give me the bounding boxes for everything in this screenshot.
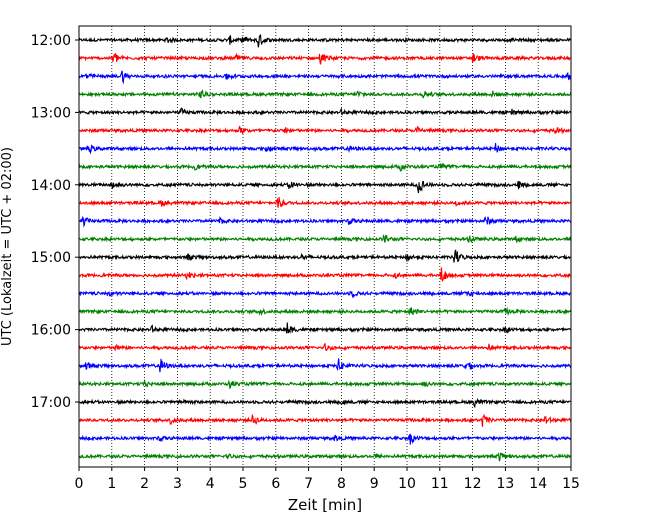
y-tick-label: 16:00 [31,323,71,339]
y-axis-ticks: 12:00 13:00 14:00 15:00 16:00 17:00 [31,33,79,411]
x-axis-label: Zeit [min] [288,496,362,514]
trace-line [78,142,572,155]
x-tick-label: 8 [337,476,346,492]
trace-line [78,107,572,116]
x-tick-label: 14 [529,476,547,492]
trace-line [78,52,572,66]
trace-line [78,215,572,228]
trace-line [78,451,572,462]
x-tick-label: 7 [304,476,313,492]
y-tick-label: 12:00 [31,33,71,49]
trace-line [78,234,572,244]
y-tick-label: 13:00 [31,105,71,121]
plot-frame [78,25,572,468]
trace-line [78,322,572,335]
x-tick-label: 0 [75,476,84,492]
x-tick-label: 11 [431,476,449,492]
x-tick-label: 15 [562,476,580,492]
trace-line [78,397,572,408]
x-tick-label: 4 [206,476,215,492]
trace-line [78,249,572,263]
x-tick-label: 9 [370,476,379,492]
trace-line [78,358,572,373]
x-tick-label: 6 [271,476,280,492]
x-tick-label: 3 [173,476,182,492]
x-tick-label: 1 [107,476,116,492]
y-tick-label: 14:00 [31,178,71,194]
x-tick-label: 13 [496,476,514,492]
trace-line [78,433,572,445]
trace-line [78,196,572,208]
x-tick-label: 2 [140,476,149,492]
trace-line [78,342,572,352]
y-tick-label: 15:00 [31,250,71,266]
y-tick-label: 17:00 [31,395,71,411]
y-axis-label: UTC (Lokalzeit = UTC + 02:00) [0,147,15,346]
trace-line [78,413,572,427]
trace-line [78,306,572,317]
trace-line [78,267,572,282]
trace-line [78,378,572,390]
trace-line [78,89,572,99]
trace-line [78,162,572,172]
x-tick-label: 12 [464,476,482,492]
trace-line [78,125,572,135]
x-tick-label: 5 [239,476,248,492]
x-axis-ticks: 0 1 2 3 4 5 6 7 8 9 10 11 12 13 14 15 [75,467,580,492]
trace-line [78,289,572,299]
trace-line [78,180,572,194]
trace-line [78,34,572,48]
trace-line [78,70,572,85]
x-tick-label: 10 [398,476,416,492]
seismic-traces [78,34,572,462]
